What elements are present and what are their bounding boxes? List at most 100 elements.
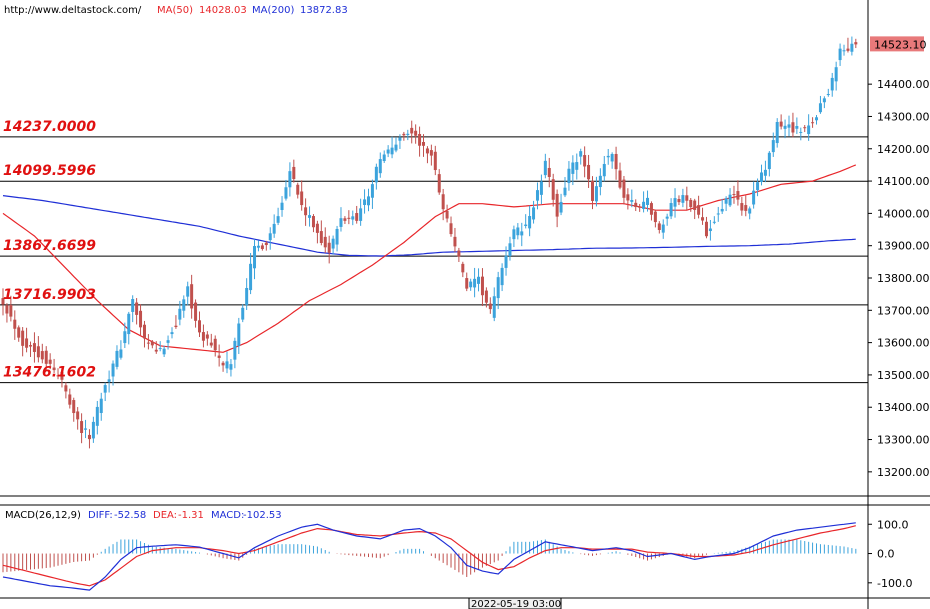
candle-body <box>142 324 146 339</box>
candle-body <box>186 286 190 297</box>
candle-body <box>744 205 748 211</box>
candle-body <box>461 263 465 273</box>
candle-body <box>95 406 99 426</box>
candle-body <box>414 130 418 136</box>
candle-body <box>264 242 268 246</box>
candle-body <box>539 181 543 195</box>
ma50-label: MA(50) <box>157 5 193 16</box>
candle-body <box>76 411 80 420</box>
candle-body <box>579 151 583 157</box>
candle-body <box>296 184 300 195</box>
candle-body <box>68 394 72 405</box>
candle-body <box>378 159 382 174</box>
candle-body <box>256 245 260 248</box>
candle-body <box>56 375 60 377</box>
price-tick-label: 13800.00 <box>877 272 930 285</box>
candle-body <box>437 174 441 193</box>
macd-dea-line <box>2 525 856 587</box>
candle-body <box>123 331 127 344</box>
price-tick-label: 14300.00 <box>877 110 930 123</box>
candle-body <box>736 191 740 200</box>
candle-body <box>339 218 343 227</box>
candle-body <box>131 299 135 312</box>
candle-body <box>457 250 461 257</box>
candle-body <box>36 346 40 358</box>
candle-body <box>288 171 292 188</box>
price-tick-label: 13200.00 <box>877 466 930 479</box>
ma200-line <box>2 195 856 257</box>
price-tick-label: 13700.00 <box>877 304 930 317</box>
candle-body <box>115 350 119 367</box>
candle-body <box>40 351 44 360</box>
candle-body <box>103 385 107 393</box>
candle-body <box>217 355 221 358</box>
candle-body <box>1 298 5 305</box>
candle-body <box>429 150 433 156</box>
candle-body <box>815 117 819 121</box>
ma50-value: 14028.03 <box>199 5 247 16</box>
candle-body <box>528 216 532 229</box>
candle-body <box>60 371 64 380</box>
candle-body <box>826 94 830 96</box>
candle-body <box>5 305 9 314</box>
candle-body <box>394 144 398 151</box>
crosshair-time-label: 2022-05-19 03:00 <box>471 599 561 609</box>
candle-body <box>398 137 402 141</box>
candle-body <box>29 345 33 347</box>
last-price-value: 14523.10 <box>874 38 927 51</box>
candle-body <box>791 122 795 133</box>
candle-body <box>52 367 56 371</box>
candle-body <box>178 308 182 320</box>
candle-body <box>520 231 524 236</box>
candle-body <box>752 190 756 205</box>
candle-body <box>382 154 386 162</box>
crosshair-time-box <box>468 597 562 609</box>
candle-body <box>425 148 429 154</box>
candle-body <box>311 216 315 228</box>
candle-body <box>846 48 850 51</box>
chart-source-url[interactable]: http://www.deltastock.com/ <box>4 5 142 16</box>
candle-body <box>771 140 775 153</box>
candle-body <box>343 218 347 221</box>
price-tick-label: 13500.00 <box>877 369 930 382</box>
candle-body <box>221 362 225 366</box>
candle-body <box>567 168 571 184</box>
candle-body <box>319 231 323 244</box>
candle-body <box>712 221 716 223</box>
candle-body <box>48 359 52 364</box>
candle-body <box>524 224 528 226</box>
candle-body <box>390 147 394 155</box>
level-label-1: 14099.5996 <box>3 163 96 179</box>
candle-body <box>323 236 327 248</box>
candle-body <box>642 201 646 209</box>
candle-body <box>453 236 457 247</box>
candle-body <box>697 205 701 215</box>
candle-body <box>174 325 178 328</box>
candle-body <box>559 201 563 213</box>
candle-body <box>689 199 693 208</box>
candle-body <box>677 199 681 203</box>
price-tick-label: 13400.00 <box>877 401 930 414</box>
candle-body <box>508 243 512 257</box>
candle-body <box>795 126 799 129</box>
candle-body <box>465 278 469 289</box>
candle-body <box>406 133 410 136</box>
price-tick-label: 13900.00 <box>877 240 930 253</box>
ma200-label: MA(200) <box>252 5 294 16</box>
candle-body <box>418 133 422 146</box>
candle-body <box>477 276 481 284</box>
candle-body <box>830 77 834 91</box>
level-label-2: 13867.6699 <box>3 238 96 254</box>
candle-body <box>99 398 103 413</box>
candle-body <box>107 379 111 382</box>
candle-body <box>280 202 284 210</box>
macd-hist-value: -102.53 <box>243 510 282 521</box>
candle-body <box>756 182 760 191</box>
candle-body <box>618 170 622 188</box>
candle-body <box>759 172 763 182</box>
candle-body <box>598 175 602 188</box>
macd-dea-label: DEA: <box>153 510 177 521</box>
candle-body <box>811 122 815 124</box>
candle-body <box>245 287 249 306</box>
